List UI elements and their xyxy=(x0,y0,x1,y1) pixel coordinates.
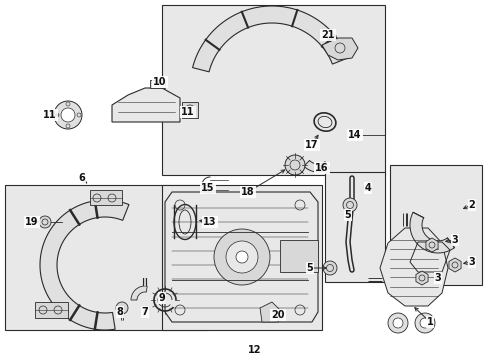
Polygon shape xyxy=(416,271,428,285)
Polygon shape xyxy=(182,102,198,118)
Circle shape xyxy=(54,101,82,129)
Polygon shape xyxy=(90,190,122,205)
Polygon shape xyxy=(40,200,129,330)
Circle shape xyxy=(236,251,248,263)
Polygon shape xyxy=(304,161,330,172)
Circle shape xyxy=(388,313,408,333)
Text: 20: 20 xyxy=(271,310,285,320)
Text: 3: 3 xyxy=(435,273,441,283)
Circle shape xyxy=(393,318,403,328)
Polygon shape xyxy=(449,258,461,272)
Bar xyxy=(390,165,482,285)
Text: 11: 11 xyxy=(43,110,57,120)
Text: 9: 9 xyxy=(159,293,165,303)
Polygon shape xyxy=(112,88,180,122)
Text: 16: 16 xyxy=(315,163,329,173)
Text: 17: 17 xyxy=(305,140,319,150)
Text: 18: 18 xyxy=(241,187,255,197)
Text: 13: 13 xyxy=(203,217,217,227)
Text: 14: 14 xyxy=(348,130,362,140)
Bar xyxy=(162,5,385,175)
Circle shape xyxy=(116,302,128,314)
Circle shape xyxy=(214,229,270,285)
Polygon shape xyxy=(193,6,348,72)
Circle shape xyxy=(39,216,51,228)
Circle shape xyxy=(285,155,305,175)
Polygon shape xyxy=(260,302,282,322)
Text: 21: 21 xyxy=(321,30,335,40)
Polygon shape xyxy=(410,212,454,253)
Circle shape xyxy=(420,318,430,328)
Text: 10: 10 xyxy=(153,77,167,87)
Polygon shape xyxy=(131,286,147,300)
Circle shape xyxy=(61,108,75,122)
Polygon shape xyxy=(35,302,68,318)
Text: 5: 5 xyxy=(307,263,314,273)
Bar xyxy=(5,185,208,330)
Bar xyxy=(325,172,385,282)
Text: 12: 12 xyxy=(248,345,262,355)
Text: 6: 6 xyxy=(78,173,85,183)
Polygon shape xyxy=(280,240,318,272)
Text: 7: 7 xyxy=(142,307,148,317)
Circle shape xyxy=(415,313,435,333)
Text: 3: 3 xyxy=(452,235,458,245)
Polygon shape xyxy=(150,80,165,88)
Text: 19: 19 xyxy=(25,217,39,227)
Polygon shape xyxy=(426,238,438,252)
Text: 4: 4 xyxy=(365,183,371,193)
Text: 3: 3 xyxy=(468,257,475,267)
Text: 2: 2 xyxy=(468,200,475,210)
Text: 5: 5 xyxy=(344,210,351,220)
Bar xyxy=(162,185,322,330)
Circle shape xyxy=(226,241,258,273)
Text: 1: 1 xyxy=(427,317,433,327)
Circle shape xyxy=(343,198,357,212)
Polygon shape xyxy=(165,192,318,322)
Text: 11: 11 xyxy=(181,107,195,117)
Text: 8: 8 xyxy=(117,307,123,317)
Text: 15: 15 xyxy=(201,183,215,193)
Circle shape xyxy=(323,261,337,275)
Polygon shape xyxy=(322,38,358,60)
Polygon shape xyxy=(380,228,448,306)
